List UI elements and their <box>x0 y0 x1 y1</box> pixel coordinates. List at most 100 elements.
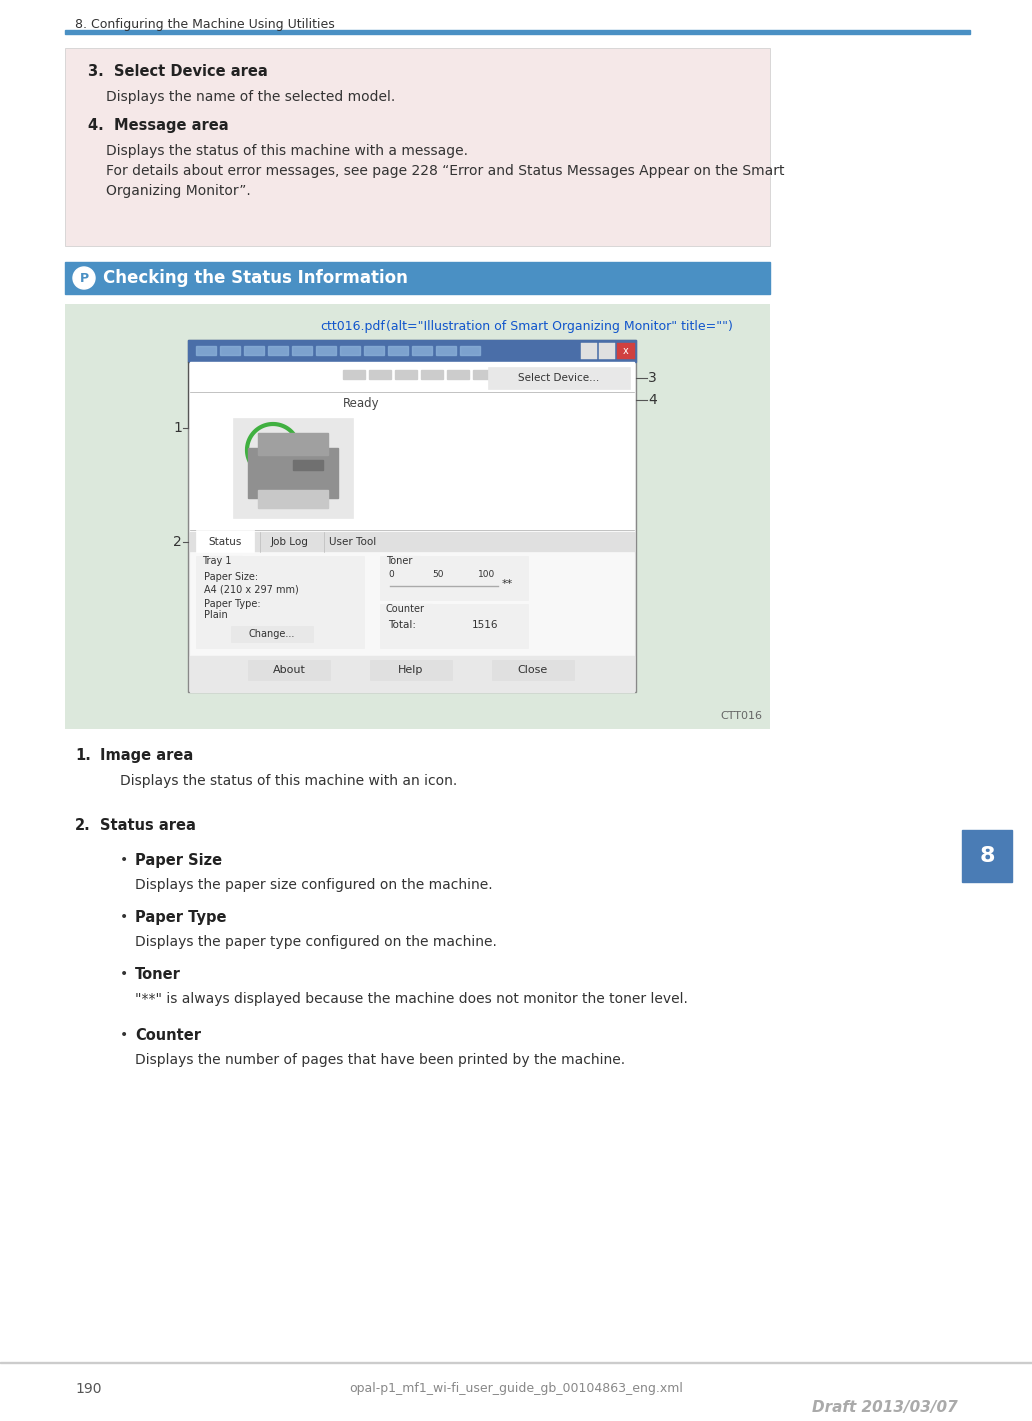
Text: Displays the paper type configured on the machine.: Displays the paper type configured on th… <box>135 935 496 949</box>
Text: 3.  Select Device area: 3. Select Device area <box>88 64 267 80</box>
Bar <box>220 345 240 355</box>
Text: 4: 4 <box>648 394 656 406</box>
Bar <box>248 659 330 681</box>
Text: Toner: Toner <box>386 556 413 566</box>
Text: A4 (210 x 297 mm): A4 (210 x 297 mm) <box>204 584 298 594</box>
Text: (alt="Illustration of Smart Organizing Monitor" title=""): (alt="Illustration of Smart Organizing M… <box>382 320 733 333</box>
Bar <box>340 345 360 355</box>
Bar <box>293 460 323 470</box>
Bar <box>292 345 312 355</box>
Bar <box>380 556 528 600</box>
Bar <box>447 369 469 379</box>
Bar <box>233 418 353 519</box>
Text: Select Device...: Select Device... <box>518 372 600 384</box>
Text: •: • <box>120 968 128 980</box>
Text: Draft 2013/03/07: Draft 2013/03/07 <box>812 1400 958 1415</box>
Circle shape <box>73 267 95 288</box>
Text: Displays the name of the selected model.: Displays the name of the selected model. <box>106 90 395 104</box>
Bar <box>343 369 365 379</box>
Bar <box>488 367 630 389</box>
Text: opal-p1_mf1_wi-fi_user_guide_gb_00104863_eng.xml: opal-p1_mf1_wi-fi_user_guide_gb_00104863… <box>349 1383 683 1395</box>
Bar <box>388 345 408 355</box>
Bar <box>190 531 634 551</box>
Bar <box>316 345 336 355</box>
Bar <box>364 345 384 355</box>
Text: User Tool: User Tool <box>329 537 377 547</box>
Bar <box>412 345 432 355</box>
Text: Paper Size: Paper Size <box>135 853 222 868</box>
Bar <box>436 345 456 355</box>
Bar <box>380 604 528 648</box>
Bar <box>581 342 596 360</box>
Bar <box>460 345 480 355</box>
Text: 8: 8 <box>979 845 995 865</box>
Bar <box>268 345 288 355</box>
Text: Paper Type: Paper Type <box>135 909 226 925</box>
Bar <box>196 345 216 355</box>
Bar <box>395 369 417 379</box>
Text: Change...: Change... <box>249 630 295 639</box>
Bar <box>65 261 770 294</box>
Text: •: • <box>120 1027 128 1042</box>
Text: 1516: 1516 <box>472 620 498 630</box>
Bar <box>617 342 635 360</box>
Text: 0: 0 <box>388 570 394 578</box>
Text: 2.: 2. <box>75 818 91 833</box>
Bar <box>196 556 364 648</box>
Text: 4.  Message area: 4. Message area <box>88 118 229 134</box>
Text: Plain: Plain <box>204 610 228 620</box>
Text: Displays the number of pages that have been printed by the machine.: Displays the number of pages that have b… <box>135 1053 625 1067</box>
Text: 8. Configuring the Machine Using Utilities: 8. Configuring the Machine Using Utiliti… <box>75 18 334 31</box>
Text: Ready: Ready <box>343 396 380 411</box>
Text: 190: 190 <box>75 1383 101 1395</box>
Bar <box>196 530 254 551</box>
Bar <box>370 659 452 681</box>
Text: Close: Close <box>518 665 548 675</box>
Text: P: P <box>79 271 89 284</box>
Text: Paper Size:: Paper Size: <box>204 573 258 583</box>
Text: Organizing Monitor”.: Organizing Monitor”. <box>106 183 251 198</box>
Text: Tray 1: Tray 1 <box>202 556 231 566</box>
Bar <box>962 830 1012 882</box>
Text: Help: Help <box>398 665 424 675</box>
Bar <box>244 345 264 355</box>
Text: •: • <box>120 853 128 867</box>
Bar <box>190 657 634 692</box>
Text: •: • <box>120 909 128 924</box>
Text: Job Log: Job Log <box>270 537 308 547</box>
Bar <box>492 659 574 681</box>
Bar <box>421 369 443 379</box>
Text: Checking the Status Information: Checking the Status Information <box>103 269 408 287</box>
Text: 3: 3 <box>648 371 656 385</box>
Text: Image area: Image area <box>100 747 193 763</box>
Bar <box>65 304 770 729</box>
Text: ctt016.pdf: ctt016.pdf <box>320 320 385 333</box>
Text: Toner: Toner <box>135 968 181 982</box>
Bar <box>384 604 432 615</box>
Text: 50: 50 <box>432 570 444 578</box>
Text: 1: 1 <box>173 421 182 435</box>
Text: Status: Status <box>208 537 241 547</box>
Text: Displays the status of this machine with an icon.: Displays the status of this machine with… <box>120 774 457 789</box>
Text: **: ** <box>502 578 513 588</box>
Text: Counter: Counter <box>386 604 425 614</box>
Bar <box>258 433 328 455</box>
Bar <box>473 369 495 379</box>
Bar <box>200 556 241 568</box>
Bar <box>384 556 420 568</box>
Text: About: About <box>272 665 305 675</box>
Bar <box>231 627 313 642</box>
Text: Displays the status of this machine with a message.: Displays the status of this machine with… <box>106 144 467 158</box>
Text: Status area: Status area <box>100 818 196 833</box>
Text: CTT016: CTT016 <box>720 710 762 720</box>
Text: "**" is always displayed because the machine does not monitor the toner level.: "**" is always displayed because the mac… <box>135 992 688 1006</box>
Text: For details about error messages, see page 228 “Error and Status Messages Appear: For details about error messages, see pa… <box>106 163 784 178</box>
Text: Displays the paper size configured on the machine.: Displays the paper size configured on th… <box>135 878 492 892</box>
Bar <box>499 369 521 379</box>
Text: 2: 2 <box>173 534 182 549</box>
Bar <box>599 342 615 360</box>
Bar <box>525 369 547 379</box>
Text: 100: 100 <box>478 570 495 578</box>
Bar <box>65 48 770 246</box>
Bar <box>369 369 391 379</box>
